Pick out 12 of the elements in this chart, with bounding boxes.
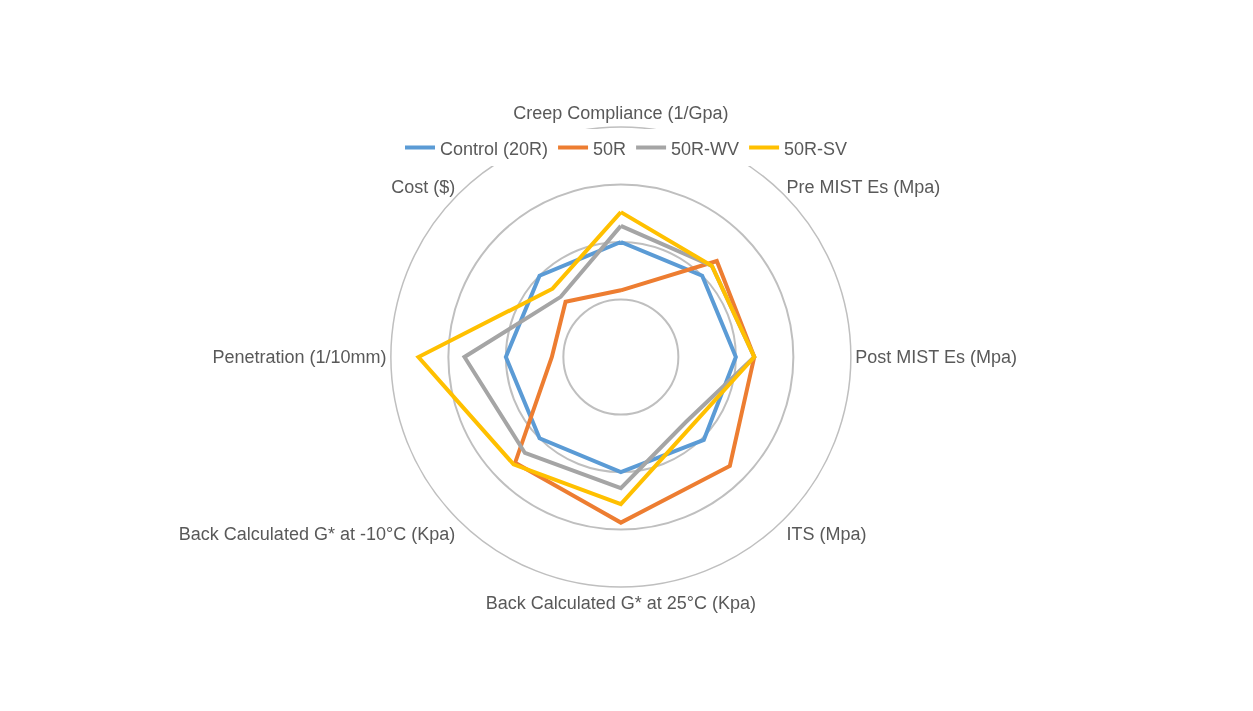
spoke-label: Pre MIST Es (Mpa): [786, 177, 941, 198]
spoke-label: Creep Compliance (1/Gpa): [513, 103, 729, 124]
legend-label: 50R-SV: [784, 138, 848, 159]
legend-label: Control (20R): [440, 138, 549, 159]
spoke-label: Post MIST Es (Mpa): [855, 347, 1017, 368]
spoke-label: Cost ($): [391, 177, 456, 198]
spoke-label: Back Calculated G* at 25°C (Kpa): [485, 593, 757, 614]
spoke-label: ITS (Mpa): [786, 523, 867, 544]
legend-label: 50R-WV: [671, 138, 740, 159]
legend-label: 50R: [593, 138, 627, 159]
spoke-label: Back Calculated G* at -10°C (Kpa): [178, 523, 456, 544]
spoke-label: Penetration (1/10mm): [212, 347, 387, 368]
